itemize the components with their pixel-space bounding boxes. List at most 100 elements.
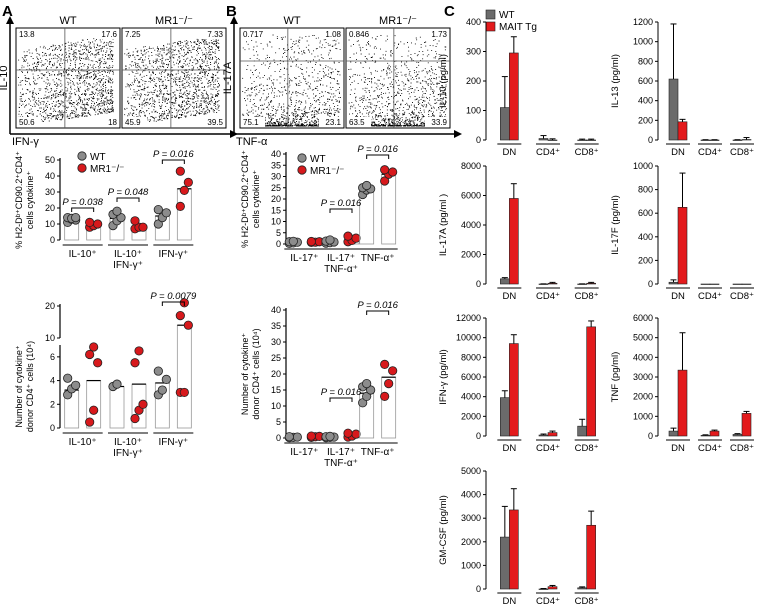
y-tick-label: 1000	[633, 161, 653, 171]
category-label: DN	[671, 443, 685, 454]
y-tick-label: 0	[50, 423, 55, 433]
y-axis-label: donor CD4⁺ cells (10⁴)	[25, 341, 35, 432]
panel-label-b: B	[226, 3, 237, 20]
bar-maittg	[709, 283, 720, 285]
bar-wt	[500, 536, 510, 590]
point-wt	[292, 432, 302, 442]
y-tick-label: 4000	[461, 490, 481, 500]
flow-title: WT	[283, 15, 300, 27]
y-axis-label: % H2-Dᵇ⁺CD90.2⁺CD4⁺	[240, 150, 250, 248]
category-label: CD4⁺	[536, 147, 560, 158]
flow-x-label: IFN-γ	[12, 136, 39, 148]
category-label: IL-10⁺	[114, 249, 142, 260]
bar-wt	[668, 281, 679, 285]
y-tick-label: 0	[648, 431, 653, 441]
bar-maittg	[547, 586, 558, 590]
category-label: IL-10⁺	[114, 437, 142, 448]
bar-maittg	[509, 198, 519, 285]
point-wt	[284, 432, 294, 442]
bar-wt	[500, 107, 510, 141]
category-label: CD4⁺	[698, 443, 722, 454]
y-tick-label: 400	[638, 96, 653, 106]
chart-c-il10: 0 100 200 300 400 IL-10 (pg/ml) DN CD4⁺ CD8⁺	[438, 17, 599, 158]
flow-ll: 63.5	[349, 118, 365, 127]
flow-lr: 18	[108, 118, 117, 127]
flow-arrowhead	[230, 16, 238, 24]
category-label: CD8⁺	[575, 147, 599, 158]
y-tick-label: 10	[45, 333, 55, 343]
bar-wt	[577, 587, 587, 590]
point-mr1	[138, 399, 148, 409]
point-mr1	[380, 176, 390, 186]
flow-ul: 0.846	[349, 30, 370, 39]
pvalue-label: P = 0.016	[357, 300, 398, 311]
y-axis-label: % H2-Dᵇ⁺CD90.2⁺CD4⁺	[14, 151, 24, 249]
point-mr1	[343, 428, 353, 438]
y-tick-label: 0	[648, 135, 653, 145]
y-tick-label: 6000	[461, 191, 481, 201]
point-mr1	[183, 320, 193, 330]
y-axis-label: GM-CSF (pg/ml)	[438, 495, 449, 565]
bar-maittg	[741, 139, 752, 141]
bar-wt	[538, 588, 549, 590]
point-mr1	[380, 391, 390, 401]
y-tick-label: 1200	[633, 17, 653, 27]
y-tick-label: 3000	[461, 513, 481, 523]
flow-ur: 17.6	[101, 30, 117, 39]
y-axis-label: cells cytokine⁺	[251, 170, 261, 229]
category-label: IL-17⁺	[327, 447, 355, 458]
category-label: CD8⁺	[730, 147, 754, 158]
point-wt	[153, 366, 163, 376]
flow-label-bg	[241, 117, 265, 127]
bar-wt	[500, 278, 510, 285]
flow-y-label: IL-17A	[222, 61, 234, 94]
point-mr1	[175, 201, 185, 211]
pvalue-label: P = 0.038	[62, 197, 103, 208]
bar-maittg	[547, 432, 558, 437]
bar-wt	[700, 283, 711, 285]
flow-dots	[18, 36, 114, 126]
bar-wt	[500, 397, 510, 437]
y-tick-label: 25	[271, 183, 281, 193]
y-tick-label: 20	[45, 203, 55, 213]
pvalue-bracket	[366, 154, 390, 159]
category-label: CD4⁺	[536, 596, 560, 606]
y-tick-label: 200	[638, 255, 653, 265]
bar-maittg	[709, 430, 720, 437]
y-tick-label: 20	[271, 369, 281, 379]
y-tick-label: 15	[271, 205, 281, 215]
point-mr1	[89, 342, 99, 352]
y-tick-label: 200	[466, 76, 481, 86]
y-tick-label: 800	[638, 185, 653, 195]
legend-label: WT	[310, 154, 326, 165]
y-tick-label: 4	[50, 376, 55, 386]
flow-label-bg	[201, 117, 225, 127]
chart-c-il17f: 0 200 400 600 800 1000 IL-17F (pg/ml) DN CD4⁺ CD8…	[610, 161, 754, 302]
point-mr1	[89, 405, 99, 415]
point-wt	[71, 380, 81, 390]
chart-a-number: 0 2 4 6 Number of cytokine⁺ donor CD4⁺ cells …	[14, 291, 197, 459]
chart-c-il17a: 0 2000 4000 6000 8000 IL-17A (pg/ml ) DN CD4⁺ CD…	[438, 161, 599, 302]
flow-label-bg	[123, 117, 147, 127]
point-mr1	[85, 217, 95, 227]
y-tick-label: 0	[476, 584, 481, 594]
point-mr1	[380, 165, 390, 175]
pvalue-label: P = 0.0079	[150, 291, 197, 302]
flow-ul: 7.25	[125, 30, 141, 39]
pvalue-bracket	[329, 397, 353, 402]
pvalue-label: P = 0.048	[108, 187, 149, 198]
category-label: CD8⁺	[575, 443, 599, 454]
y-axis-label: IL-17F (pg/ml)	[610, 195, 621, 255]
point-mr1	[130, 358, 140, 368]
y-axis-label: Number of cytokine⁺	[14, 345, 24, 428]
category-label: IL-17⁺	[290, 447, 318, 458]
y-tick-label: 20	[271, 194, 281, 204]
legend-label: WT	[90, 152, 106, 163]
pvalue-bracket	[329, 208, 353, 213]
flow-lr: 23.1	[325, 118, 341, 127]
flow-ll: 50.6	[19, 118, 35, 127]
y-tick-label: 30	[45, 187, 55, 197]
bar-wt	[577, 425, 587, 437]
point-mr1	[388, 167, 398, 177]
